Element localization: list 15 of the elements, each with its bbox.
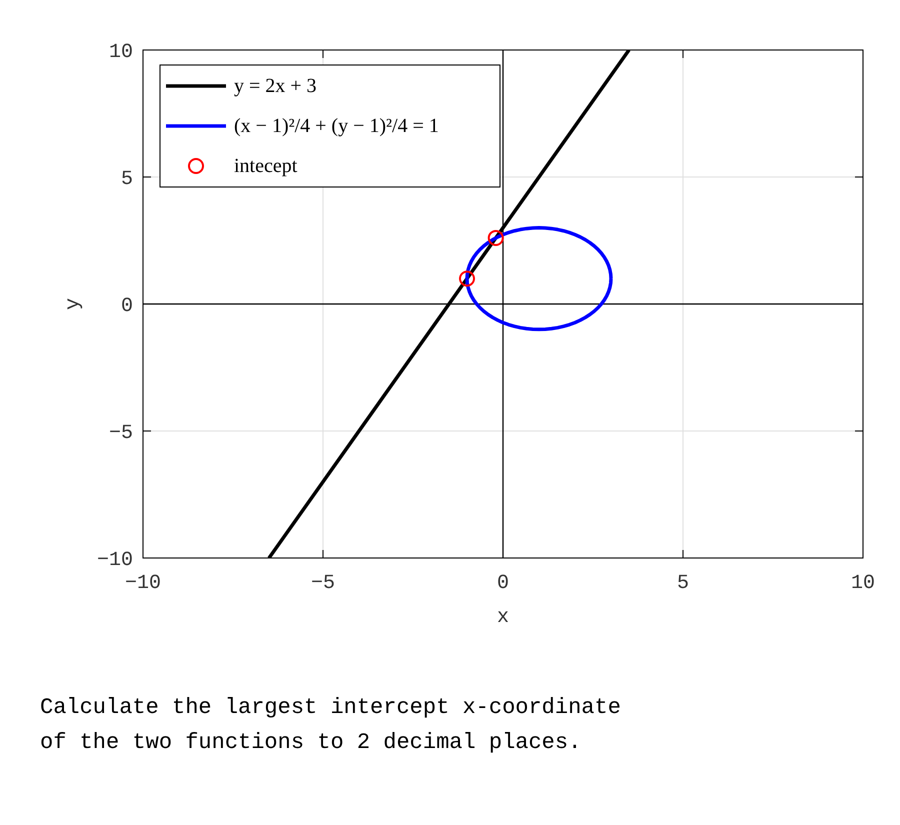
x-tick-label: 0	[496, 572, 510, 595]
legend-label: intecept	[234, 155, 298, 177]
x-axis-title: x	[496, 606, 510, 629]
x-tick-label: 10	[850, 572, 876, 595]
y-tick-label: −10	[96, 549, 133, 572]
legend-label: (x − 1)²/4 + (y − 1)²/4 = 1	[234, 115, 439, 137]
y-tick-label: 0	[120, 295, 133, 318]
legend-label: y = 2x + 3	[234, 75, 317, 97]
y-tick-label: 5	[120, 168, 133, 191]
text: Calculate the largest intercept x-coordinate of the two functions to 2 decimal places.	[40, 695, 621, 755]
y-tick-label: −5	[108, 422, 133, 445]
y-axis-title: y	[62, 298, 85, 310]
x-tick-label: −5	[310, 572, 336, 595]
x-tick-label: 5	[676, 572, 690, 595]
y-tick-label: 10	[108, 41, 133, 64]
